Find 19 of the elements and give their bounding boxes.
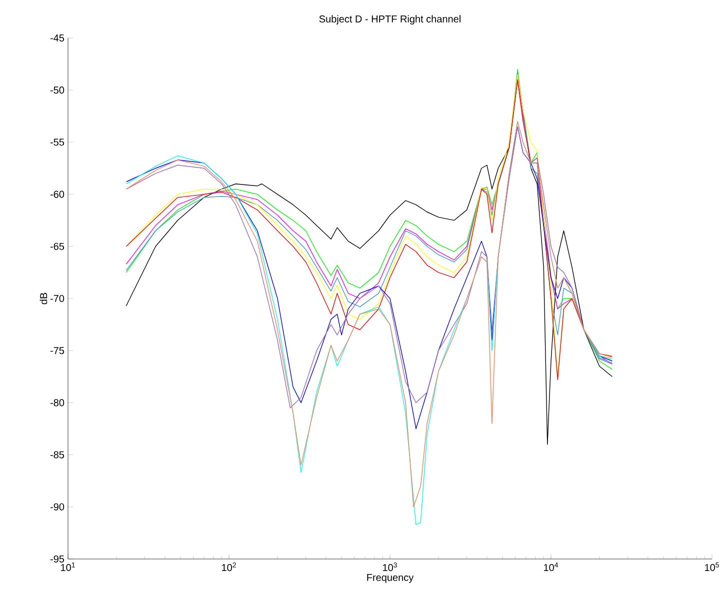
y-tick-label: -60 — [50, 190, 64, 198]
x-tick-label: 10$^{3}$ — [383, 562, 397, 572]
chart-title: Subject D - HPTF Right channel — [319, 15, 460, 24]
y-axis-title: dB — [40, 292, 48, 304]
y-tick-label: -75 — [50, 347, 64, 354]
x-tick-label: 10$^{5}$ — [705, 562, 719, 572]
y-tick-label: -45 — [50, 34, 64, 42]
x-axis-title: Frequency — [367, 574, 414, 583]
y-tick-label: -85 — [50, 451, 64, 458]
y-tick-label: -70 — [50, 294, 64, 302]
y-tick-label: -90 — [50, 503, 64, 510]
x-tick-label: 10$^{2}$ — [222, 562, 236, 572]
y-tick-label: -80 — [50, 399, 64, 406]
y-tick-label: -55 — [50, 138, 64, 146]
y-tick-label: -50 — [50, 86, 64, 94]
y-tick-label: -95 — [50, 555, 64, 563]
y-tick-label: -65 — [50, 242, 64, 250]
x-tick-label: 10$^{1}$ — [61, 562, 75, 572]
x-tick-label: 10$^{4}$ — [544, 562, 558, 572]
